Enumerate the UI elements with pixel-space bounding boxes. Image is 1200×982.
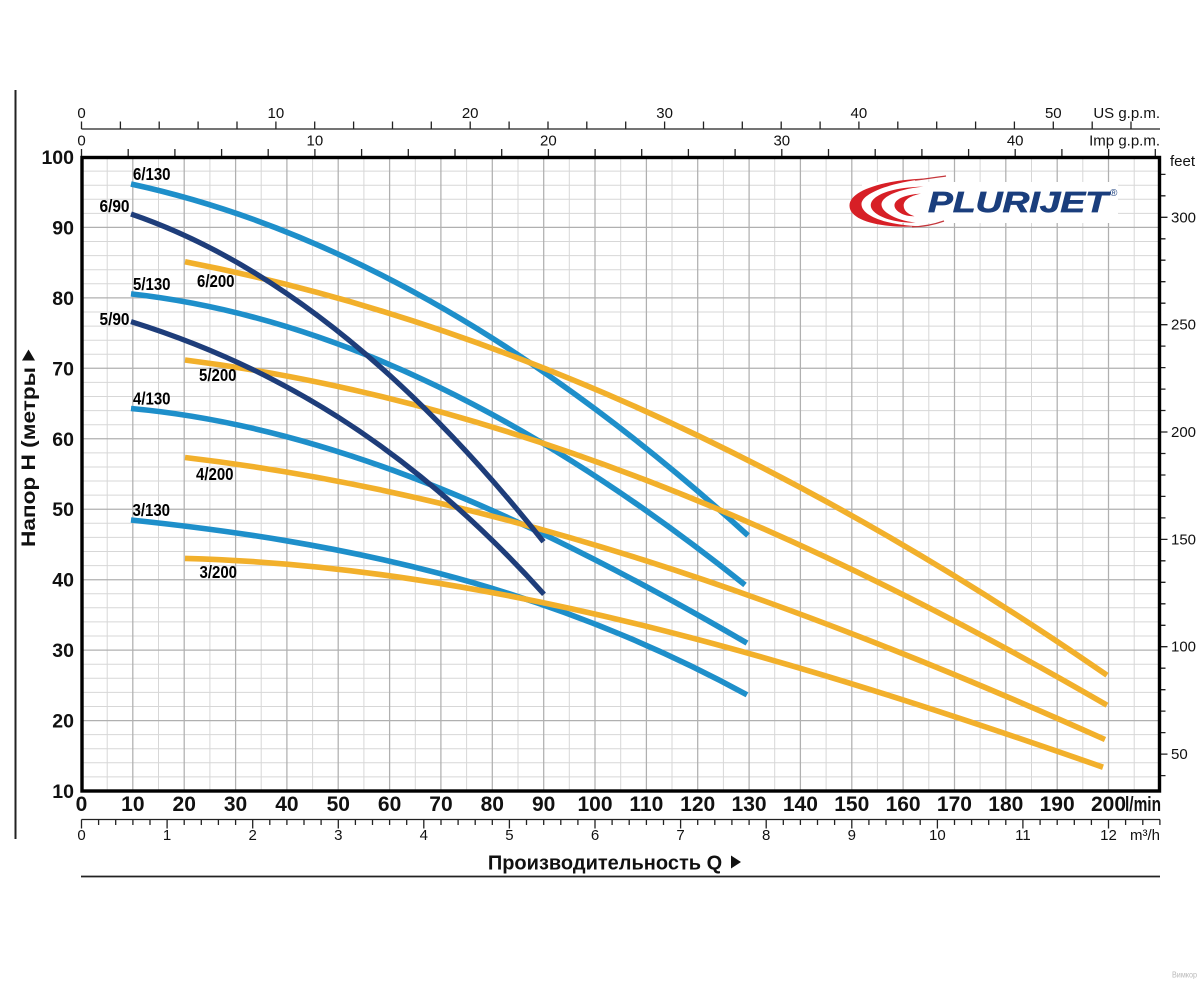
svg-text:l/min: l/min (1125, 794, 1161, 816)
svg-text:10: 10 (307, 133, 324, 150)
svg-text:180: 180 (988, 793, 1023, 816)
svg-text:PLURIJET: PLURIJET (928, 187, 1111, 219)
svg-text:50: 50 (327, 793, 350, 816)
svg-text:130: 130 (732, 793, 767, 816)
svg-text:20: 20 (540, 133, 557, 150)
svg-text:5/130: 5/130 (133, 274, 171, 294)
svg-text:200: 200 (1091, 793, 1126, 816)
svg-text:US g.p.m.: US g.p.m. (1093, 105, 1160, 122)
svg-text:150: 150 (1171, 531, 1196, 548)
svg-text:m³/h: m³/h (1130, 827, 1160, 844)
svg-text:12: 12 (1100, 827, 1117, 844)
svg-text:Вимкор: Вимкор (1172, 970, 1197, 980)
svg-text:50: 50 (52, 499, 74, 521)
svg-text:30: 30 (224, 793, 247, 816)
svg-text:Производительность Q: Производительность Q (488, 853, 722, 875)
svg-text:6: 6 (591, 827, 599, 844)
svg-text:40: 40 (851, 105, 868, 122)
svg-text:70: 70 (52, 358, 74, 380)
svg-text:0: 0 (77, 827, 85, 844)
svg-text:160: 160 (886, 793, 921, 816)
svg-text:5/200: 5/200 (199, 365, 237, 385)
svg-text:40: 40 (52, 570, 74, 592)
svg-text:4: 4 (420, 827, 428, 844)
svg-text:4/130: 4/130 (133, 389, 171, 409)
svg-text:4/200: 4/200 (196, 464, 234, 484)
svg-text:40: 40 (275, 793, 298, 816)
svg-text:2: 2 (249, 827, 257, 844)
svg-text:10: 10 (929, 827, 946, 844)
svg-text:60: 60 (378, 793, 401, 816)
svg-text:0: 0 (77, 133, 85, 150)
svg-text:50: 50 (1171, 746, 1188, 763)
svg-text:6/200: 6/200 (197, 271, 235, 291)
svg-text:30: 30 (52, 640, 74, 662)
svg-text:70: 70 (429, 793, 452, 816)
svg-text:10: 10 (268, 105, 285, 122)
svg-text:30: 30 (656, 105, 673, 122)
svg-text:11: 11 (1015, 827, 1031, 844)
svg-text:20: 20 (173, 793, 196, 816)
svg-text:80: 80 (52, 288, 74, 310)
svg-text:1: 1 (163, 827, 171, 844)
svg-text:Imp g.p.m.: Imp g.p.m. (1089, 133, 1160, 150)
svg-text:Напор H (метры: Напор H (метры (18, 367, 40, 547)
svg-text:60: 60 (52, 429, 74, 451)
svg-text:170: 170 (937, 793, 972, 816)
svg-text:0: 0 (76, 793, 88, 816)
svg-text:150: 150 (834, 793, 869, 816)
svg-text:9: 9 (848, 827, 856, 844)
svg-text:0: 0 (77, 105, 85, 122)
svg-text:300: 300 (1171, 209, 1196, 226)
svg-text:7: 7 (676, 827, 684, 844)
svg-text:6/130: 6/130 (133, 164, 171, 184)
svg-text:110: 110 (629, 793, 663, 816)
svg-text:30: 30 (773, 133, 790, 150)
svg-text:20: 20 (462, 105, 479, 122)
svg-text:6/90: 6/90 (100, 196, 130, 216)
svg-text:90: 90 (52, 217, 74, 239)
svg-text:100: 100 (1171, 639, 1196, 656)
svg-text:120: 120 (680, 793, 715, 816)
svg-text:80: 80 (481, 793, 504, 816)
svg-text:100: 100 (41, 147, 74, 169)
svg-text:10: 10 (121, 793, 144, 816)
svg-text:3/130: 3/130 (133, 500, 171, 520)
svg-text:®: ® (1110, 188, 1118, 199)
svg-text:190: 190 (1040, 793, 1075, 816)
svg-text:5/90: 5/90 (100, 309, 130, 329)
svg-text:140: 140 (783, 793, 818, 816)
svg-text:100: 100 (577, 793, 612, 816)
svg-text:200: 200 (1171, 424, 1196, 441)
svg-text:40: 40 (1007, 133, 1024, 150)
svg-text:20: 20 (52, 711, 74, 733)
svg-text:5: 5 (505, 827, 513, 844)
svg-text:8: 8 (762, 827, 770, 844)
svg-text:90: 90 (532, 793, 555, 816)
svg-text:50: 50 (1045, 105, 1062, 122)
svg-text:10: 10 (52, 781, 74, 803)
svg-text:250: 250 (1171, 317, 1196, 334)
svg-text:3/200: 3/200 (200, 562, 238, 582)
svg-text:3: 3 (334, 827, 342, 844)
svg-text:feet: feet (1170, 153, 1196, 170)
